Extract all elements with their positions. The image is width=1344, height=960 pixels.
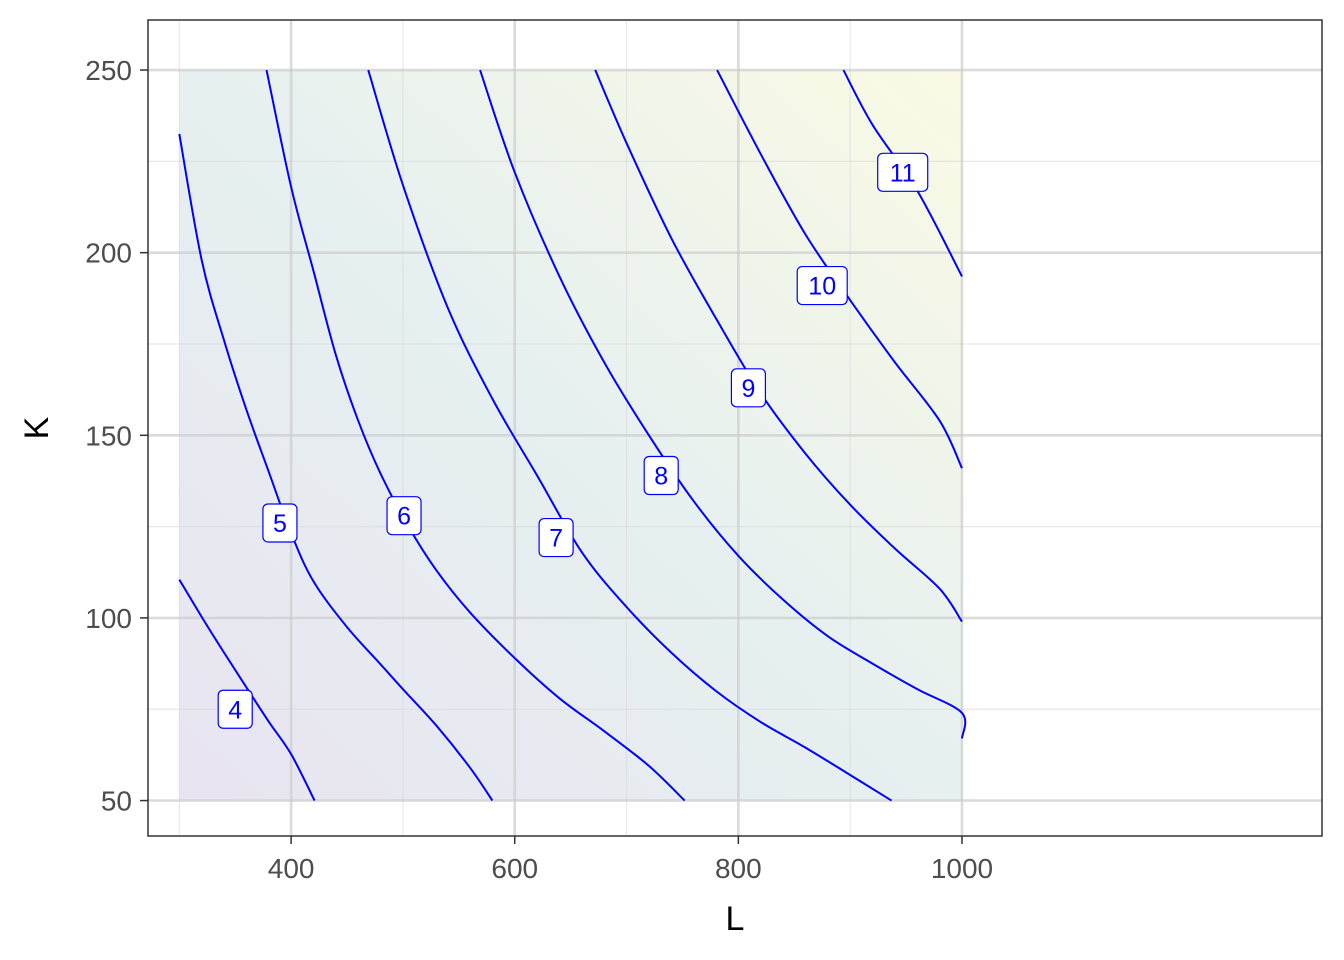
y-tick-label: 100 bbox=[85, 603, 132, 634]
contour-label-11: 11 bbox=[877, 152, 929, 192]
contour-label-9: 9 bbox=[730, 368, 767, 408]
contour-label-5: 5 bbox=[262, 503, 298, 543]
contour-label-box bbox=[877, 152, 929, 192]
contour-label-text: 6 bbox=[397, 503, 411, 531]
contour-line-4 bbox=[178, 579, 316, 802]
x-axis-title: L bbox=[726, 900, 745, 938]
contour-label-box bbox=[796, 265, 848, 306]
y-tick-label: 250 bbox=[85, 55, 132, 86]
x-tick-label: 600 bbox=[491, 853, 538, 884]
contour-label-box bbox=[643, 455, 679, 496]
contour-label-text: 5 bbox=[273, 510, 287, 538]
y-tick-label: 200 bbox=[85, 238, 132, 269]
contour-label-text: 10 bbox=[808, 273, 836, 301]
contour-label-10: 10 bbox=[796, 265, 848, 306]
panel-border bbox=[147, 19, 1323, 837]
contour-label-box bbox=[730, 368, 767, 408]
contour-label-box bbox=[262, 503, 298, 543]
contour-label-text: 4 bbox=[228, 696, 242, 724]
y-axis-title: K bbox=[18, 416, 56, 439]
y-tick-label: 50 bbox=[101, 786, 132, 817]
contour-label-text: 11 bbox=[890, 159, 916, 187]
contour-labels: 4 5 6 7 8 9 10 11 bbox=[217, 152, 929, 729]
contour-label-text: 9 bbox=[741, 375, 755, 403]
contour-line-7 bbox=[367, 69, 893, 802]
plot-panel bbox=[148, 20, 1322, 836]
contour-label-text: 8 bbox=[654, 462, 668, 490]
contour-label-7: 7 bbox=[538, 517, 574, 558]
x-tick-label: 800 bbox=[715, 853, 762, 884]
x-tick-label: 1000 bbox=[931, 853, 993, 884]
x-axis: 400 600 800 1000 bbox=[268, 836, 993, 884]
x-tick-label: 400 bbox=[268, 853, 315, 884]
contour-line-5 bbox=[178, 133, 494, 802]
contour-label-box bbox=[217, 689, 253, 729]
contour-label-8: 8 bbox=[643, 455, 679, 496]
y-axis: 50 100 150 200 250 bbox=[85, 55, 148, 817]
contour-label-box bbox=[386, 496, 422, 536]
contour-label-6: 6 bbox=[386, 496, 422, 536]
contour-line-8 bbox=[479, 69, 967, 739]
contour-label-4: 4 bbox=[217, 689, 253, 729]
contour-label-text: 7 bbox=[549, 525, 563, 553]
contour-label-box bbox=[538, 517, 574, 558]
y-tick-label: 150 bbox=[85, 420, 132, 451]
